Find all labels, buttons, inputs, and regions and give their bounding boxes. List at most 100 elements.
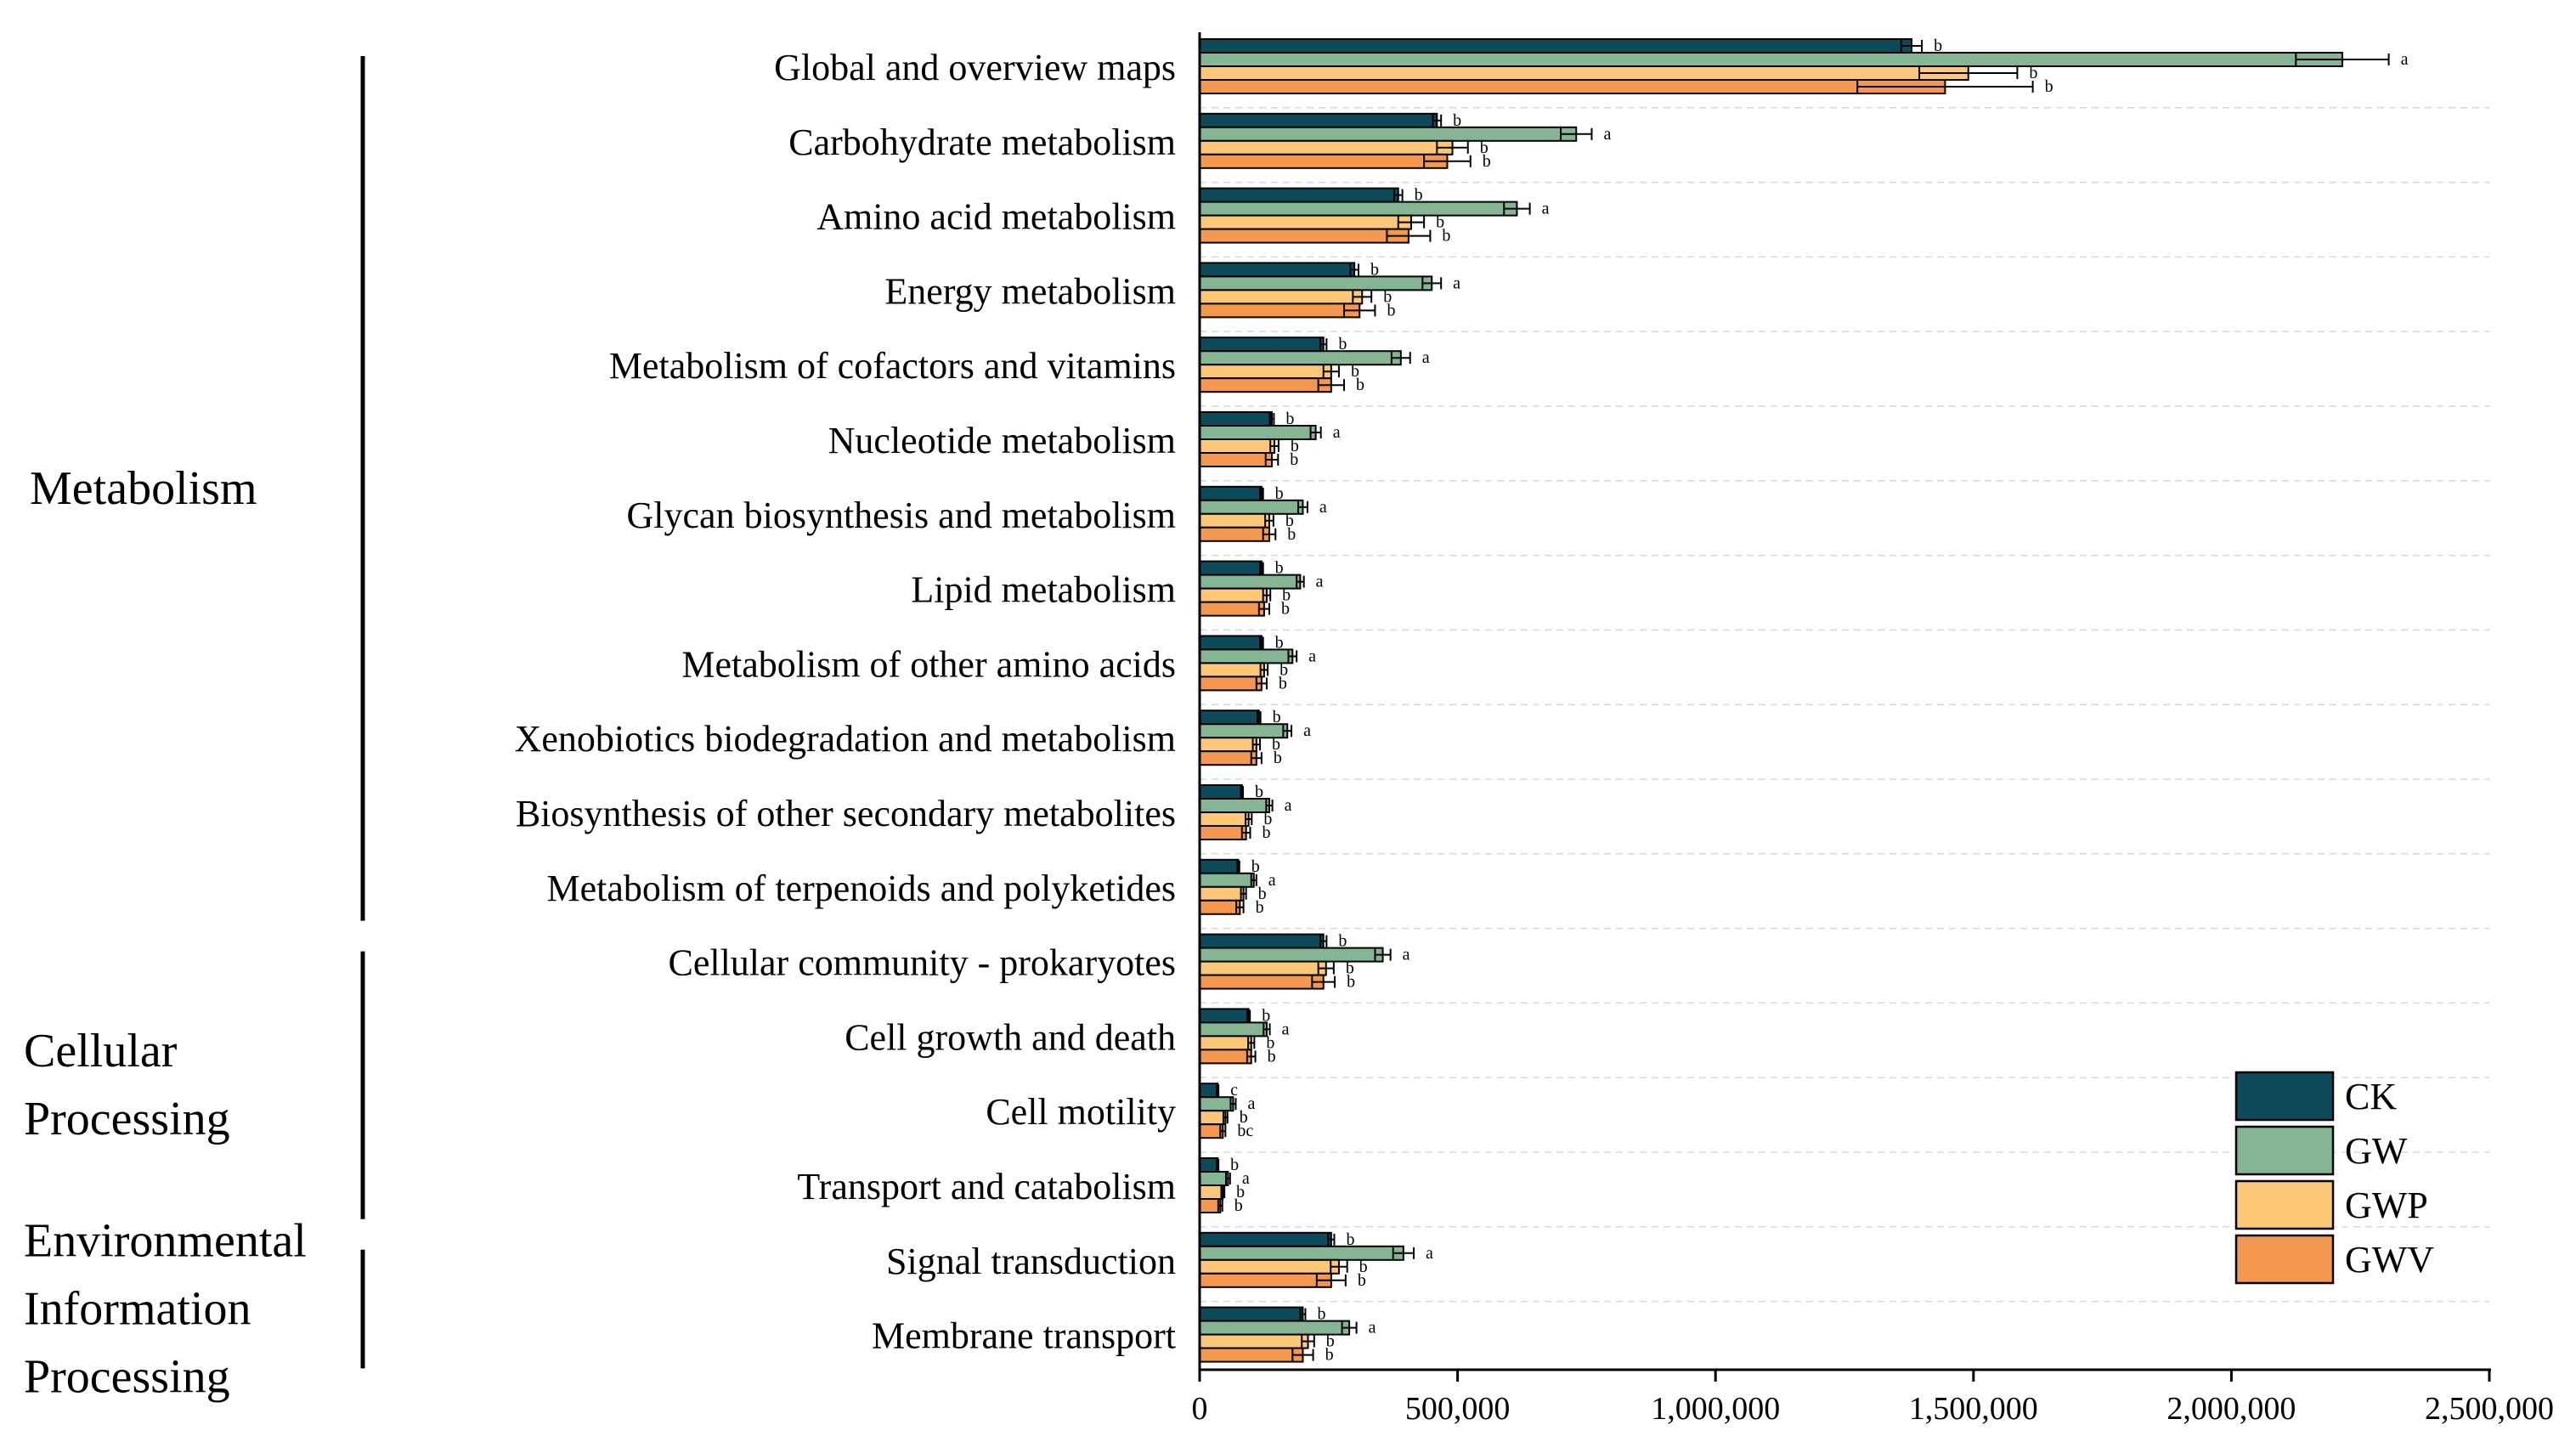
bar-gwv (1199, 228, 1409, 244)
bar-gwv (1199, 825, 1247, 840)
significance-letter: b (1275, 633, 1284, 652)
significance-letter: a (1316, 573, 1324, 591)
bar-gw (1199, 126, 1578, 142)
category-labels: Global and overview maps Carbohydrate met… (515, 47, 1176, 1357)
bar-gwp (1199, 1258, 1340, 1275)
significance-letter: b (1338, 335, 1347, 353)
group-label: Cellular (24, 1025, 178, 1077)
legend-label: CK (2345, 1076, 2397, 1117)
significance-letter: b (1282, 586, 1291, 605)
significance-letter: b (1358, 1271, 1366, 1290)
bar-ck (1199, 485, 1263, 501)
bar-gwv (1199, 1049, 1252, 1065)
bar-gwp (1199, 1110, 1227, 1126)
bar-gwv (1199, 302, 1361, 319)
significance-letter: a (1333, 423, 1341, 442)
significance-letter: b (1273, 708, 1281, 726)
category-label: Cellular community - prokaryotes (668, 942, 1176, 984)
category-label: Global and overview maps (774, 47, 1176, 88)
category-label: Nucleotide metabolism (828, 420, 1176, 461)
bar-gw (1199, 1171, 1229, 1186)
bar-gw (1199, 648, 1294, 664)
significance-letter: b (1287, 525, 1296, 544)
bar-gwv (1199, 1123, 1224, 1139)
bar-ck (1199, 1157, 1219, 1173)
category-label: Cell growth and death (845, 1016, 1176, 1058)
bar-gw (1199, 1245, 1404, 1261)
bar-gwp (1199, 512, 1270, 529)
significance-letter: a (2401, 50, 2409, 69)
significance-letter: a (1308, 647, 1316, 665)
significance-letter: b (2045, 77, 2053, 96)
significance-letter: a (1303, 721, 1311, 740)
significance-letter: b (1347, 973, 1355, 992)
legend-label: GW (2345, 1130, 2408, 1172)
bar-gwp (1199, 587, 1268, 603)
category-label: Glycan biosynthesis and metabolism (627, 495, 1176, 536)
significance-letter: b (1281, 600, 1290, 619)
significance-letter: a (1426, 1244, 1433, 1263)
significance-letter: b (1268, 1047, 1276, 1066)
group-label: Environmental (24, 1215, 307, 1268)
significance-letter: a (1282, 1020, 1290, 1038)
bar-gwp (1199, 139, 1454, 155)
significance-letter: a (1603, 125, 1611, 144)
significance-letter: a (1369, 1319, 1376, 1337)
bar-ck (1199, 262, 1356, 278)
significance-letter: c (1230, 1081, 1238, 1100)
significance-letter: b (1280, 660, 1288, 679)
bar-gwv (1199, 750, 1257, 766)
bar-gw (1199, 1096, 1234, 1112)
category-label: Biosynthesis of other secondary metaboli… (516, 793, 1176, 834)
bar-gwp (1199, 737, 1257, 753)
x-tick-label: 0 (1192, 1391, 1208, 1427)
category-label: Transport and catabolism (797, 1166, 1176, 1207)
significance-letter: b (1266, 1033, 1274, 1052)
bars-layer: babbbabbbabbbabbbabbbabbbabbbabbbabbbabb… (1199, 37, 2409, 1365)
x-tick-label: 2,500,000 (2425, 1391, 2554, 1427)
bar-ck (1199, 1008, 1250, 1024)
significance-letter: a (1319, 498, 1327, 517)
significance-letter: b (2029, 64, 2037, 82)
bar-ck (1199, 112, 1438, 128)
significance-letter: b (1483, 152, 1491, 171)
significance-letter: b (1442, 227, 1450, 246)
legend: CK GW GWP GWV (2234, 1071, 2434, 1285)
significance-letter: b (1274, 749, 1282, 767)
legend-label: GWP (2345, 1184, 2428, 1226)
category-label: Metabolism of cofactors and vitamins (609, 345, 1176, 387)
group-label: Metabolism (30, 462, 257, 515)
legend-label: GWV (2345, 1239, 2434, 1281)
significance-letter: b (1383, 287, 1392, 306)
significance-letter: b (1346, 1230, 1354, 1249)
significance-letter: b (1290, 450, 1298, 469)
bar-ck (1199, 635, 1263, 651)
significance-letter: b (1346, 959, 1354, 978)
significance-letter: b (1359, 1258, 1368, 1276)
category-label: Xenobiotics biodegradation and metabolis… (515, 718, 1176, 760)
bar-gw (1199, 947, 1384, 963)
significance-letter: a (1242, 1169, 1250, 1188)
bar-ck (1199, 784, 1243, 800)
x-tick-label: 1,000,000 (1651, 1391, 1780, 1427)
bar-ck (1199, 1083, 1219, 1099)
significance-letter: b (1275, 484, 1284, 503)
significance-letter: b (1317, 1305, 1325, 1324)
bar-ck (1199, 710, 1260, 726)
category-label: Cell motility (986, 1091, 1176, 1133)
bar-gwp (1199, 1184, 1224, 1200)
significance-letter: b (1326, 1332, 1335, 1351)
significance-letter: b (1262, 1006, 1270, 1025)
bar-gwp (1199, 214, 1412, 230)
bar-gwv (1199, 974, 1325, 990)
significance-letter: b (1275, 559, 1284, 578)
significance-letter: a (1542, 200, 1550, 218)
significance-letter: b (1934, 37, 1942, 55)
significance-letter: b (1263, 810, 1272, 828)
bar-gw (1199, 350, 1402, 366)
bar-gwv (1199, 1198, 1222, 1213)
significance-letter: b (1258, 885, 1267, 903)
significance-letter: b (1272, 735, 1280, 754)
group-label: Processing (24, 1093, 230, 1145)
